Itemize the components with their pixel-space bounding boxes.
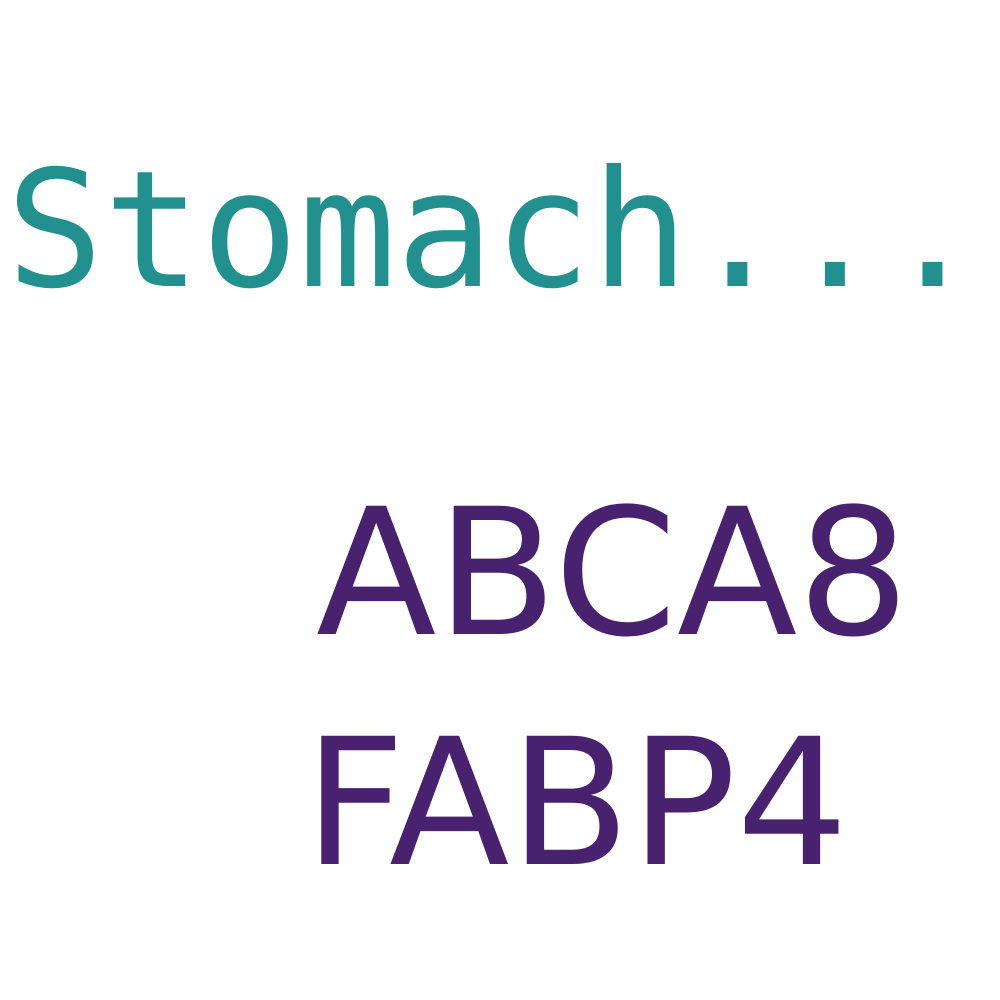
gene-label-fabp4: FABP4	[304, 701, 849, 906]
tissue-label: Stomach...	[6, 137, 982, 325]
gene-label-abca8: ABCA8	[316, 471, 910, 676]
